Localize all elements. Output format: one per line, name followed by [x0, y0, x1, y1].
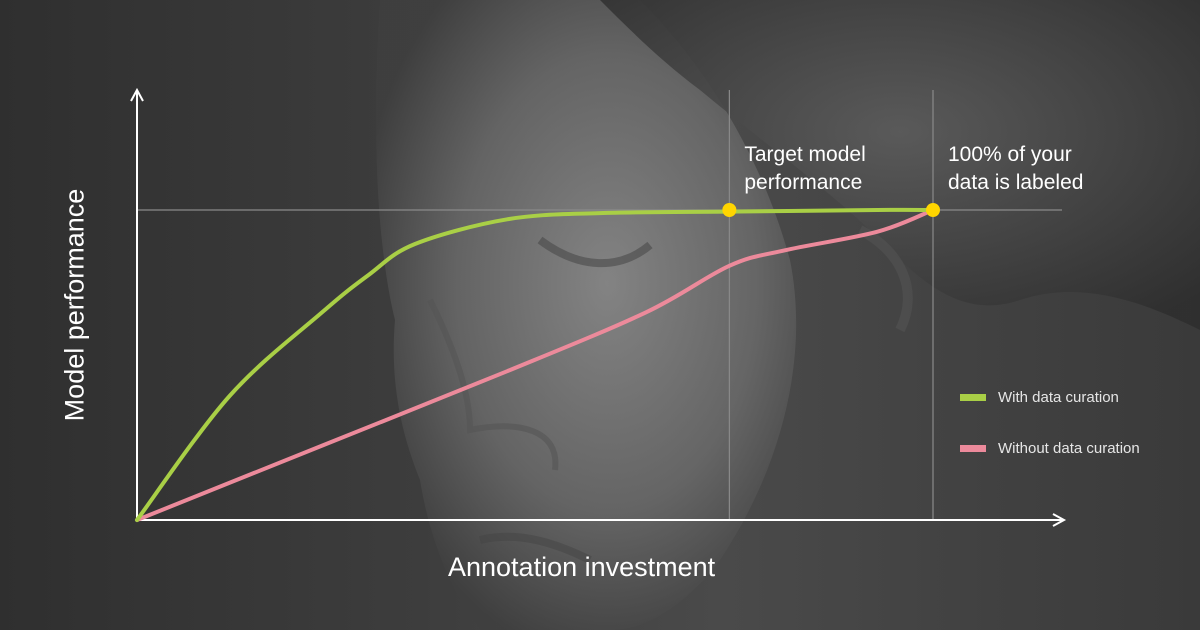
- annotation-target-model-performance: Target model performance: [744, 143, 866, 194]
- axes: [130, 87, 1067, 527]
- legend-item-without-curation: Without data curation: [960, 440, 1140, 457]
- x-axis-arrow: [1052, 513, 1067, 527]
- legend-swatch-without-curation: [960, 445, 986, 452]
- series-line-without-curation: [135, 208, 935, 522]
- series-line-with-curation: [135, 207, 935, 522]
- legend-item-with-curation: With data curation: [960, 389, 1119, 406]
- y-axis-title: Model performance: [59, 188, 90, 422]
- legend-label-without-curation: Without data curation: [998, 440, 1140, 457]
- series-layer: [135, 207, 935, 522]
- legend-label-with-curation: With data curation: [998, 389, 1119, 406]
- guide-lines: [137, 90, 1062, 520]
- legend-swatch-with-curation: [960, 394, 986, 401]
- annotation-marker-0: [722, 203, 737, 217]
- annotation-marker-1: [926, 203, 940, 217]
- x-axis-title: Annotation investment: [448, 552, 716, 582]
- y-axis-arrow: [130, 87, 144, 102]
- markers: [722, 203, 940, 217]
- annotation-all-data-labeled: 100% of your data is labeled: [948, 143, 1084, 194]
